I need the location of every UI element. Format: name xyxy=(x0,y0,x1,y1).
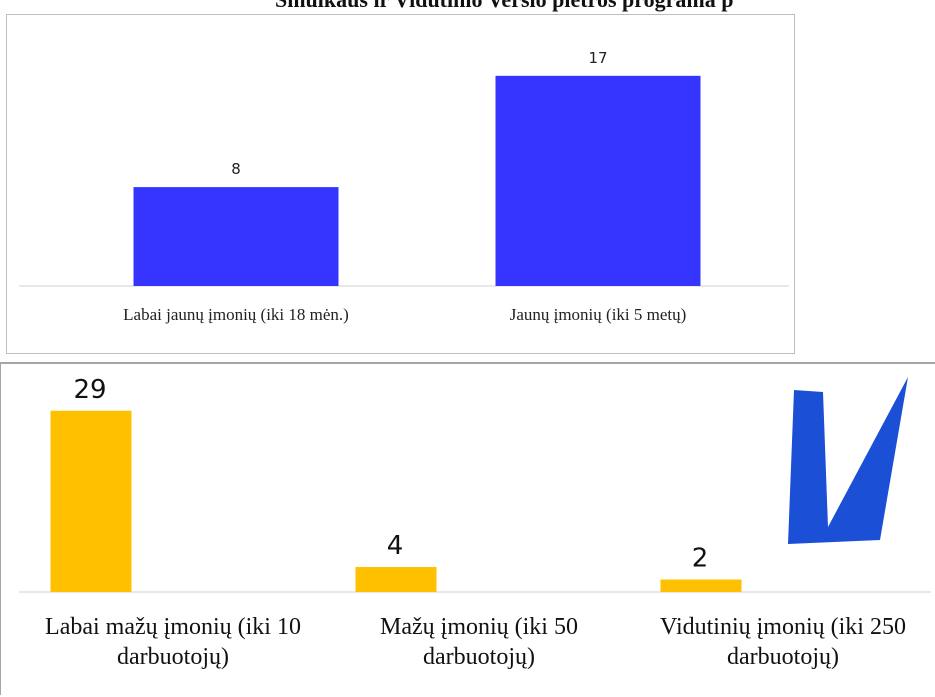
category-label-2-line-2: darbuotojų) xyxy=(423,644,535,670)
data-label-3: 2 xyxy=(692,544,709,574)
data-label-2: 4 xyxy=(387,531,404,561)
data-label-1: 8 xyxy=(231,160,241,178)
size-bar-chart: 29 Labai mažų įmonių (iki 10 darbuotojų) 4 M… xyxy=(19,375,931,670)
bar-2 xyxy=(355,567,437,592)
category-label-1: Labai jaunų įmonių (iki 18 mėn.) xyxy=(123,305,349,324)
bar-3 xyxy=(660,579,742,592)
category-label-1-line-1: Labai mažų įmonių (iki 10 xyxy=(45,614,301,640)
category-label-1-line-2: darbuotojų) xyxy=(117,644,229,670)
category-label-3-line-2: darbuotojų) xyxy=(727,644,839,670)
data-label-2: 17 xyxy=(588,49,607,67)
v-logo-icon xyxy=(788,377,908,544)
bar-1 xyxy=(133,187,339,286)
age-bar-chart: 8 Labai jaunų įmonių (iki 18 mėn.) 17 Jaunų… xyxy=(19,49,789,324)
category-label-3-line-1: Vidutinių įmonių (iki 250 xyxy=(660,614,906,640)
bar-2 xyxy=(495,75,701,286)
page-title: Smulkaus ir Vidutinio Verslo plėtros pro… xyxy=(275,0,733,13)
data-label-1: 29 xyxy=(73,375,106,405)
chart-panel-size: 29 Labai mažų įmonių (iki 10 darbuotojų) 4 M… xyxy=(0,362,935,695)
category-label-2-line-1: Mažų įmonių (iki 50 xyxy=(380,614,578,640)
bar-1 xyxy=(50,410,132,592)
category-label-2: Jaunų įmonių (iki 5 metų) xyxy=(510,305,687,324)
chart-panel-age: 8 Labai jaunų įmonių (iki 18 mėn.) 17 Jaunų… xyxy=(6,14,795,354)
